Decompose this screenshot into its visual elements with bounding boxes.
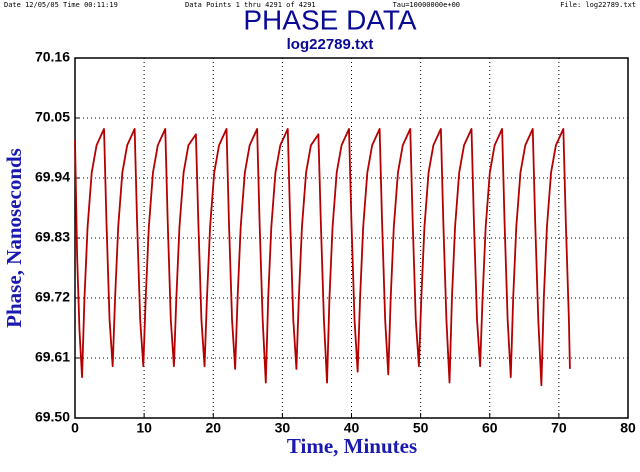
y-axis-label: Phase, Nanoseconds xyxy=(2,148,26,328)
chart-subtitle: log22789.txt xyxy=(287,36,374,53)
x-tick-label: 70 xyxy=(551,420,567,436)
y-tick-label: 70.05 xyxy=(35,109,70,125)
x-tick-label: 60 xyxy=(482,420,498,436)
chart-title: PHASE DATA xyxy=(243,4,417,35)
x-tick-label: 50 xyxy=(413,420,429,436)
x-tick-label: 30 xyxy=(275,420,291,436)
y-tick-label: 69.61 xyxy=(35,349,70,365)
plot-frame xyxy=(74,57,629,419)
y-tick-label: 69.72 xyxy=(35,289,70,305)
x-axis-label: Time, Minutes xyxy=(287,434,417,458)
data-line xyxy=(74,128,571,387)
tau: Tau=10000000e+00 xyxy=(393,1,460,9)
data-points: Data Points 1 thru 4291 of 4291 xyxy=(185,1,316,9)
y-tick-label: 69.50 xyxy=(35,409,70,425)
x-tick-label: 80 xyxy=(620,420,636,436)
x-tick-label: 10 xyxy=(136,420,152,436)
y-tick-label: 69.83 xyxy=(35,229,70,245)
x-tick-label: 40 xyxy=(344,420,360,436)
y-tick-label: 70.16 xyxy=(35,49,70,65)
file-name: File: log22789.txt xyxy=(560,1,636,9)
x-tick-label: 20 xyxy=(205,420,221,436)
y-tick-label: 69.94 xyxy=(35,169,70,185)
x-tick-label: 0 xyxy=(71,420,79,436)
date-time: Date 12/05/05 Time 00:11:19 xyxy=(4,1,118,9)
